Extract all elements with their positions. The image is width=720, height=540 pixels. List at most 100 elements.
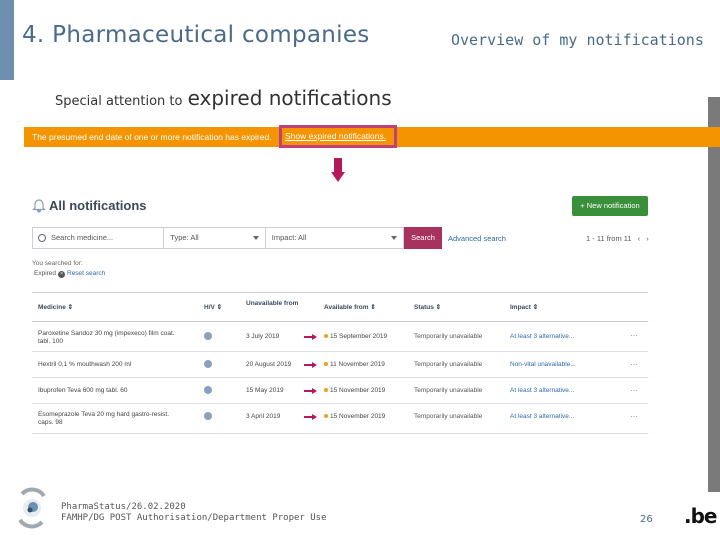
arrow-right-icon	[304, 414, 318, 420]
medicine-pack: tabl. 100	[38, 338, 63, 345]
table-header: Medicine ⇕ H/V ⇕ Unavailable from Availa…	[32, 292, 648, 322]
attention-small-text: Special attention to	[55, 94, 183, 109]
more-options-icon[interactable]: ···	[630, 331, 638, 340]
page-number: 26	[640, 514, 653, 525]
status-dot-icon	[324, 334, 328, 339]
info-icon[interactable]	[204, 360, 212, 368]
medicine-cell: Esomeprazole Teva 20 mg hard gastro-resi…	[38, 411, 169, 427]
pager-prev-button[interactable]: ‹	[637, 234, 641, 243]
available-from-date: 15 November 2019	[330, 387, 386, 394]
medicine-cell: Ibuprofen Teva 600 mg tabl. 60	[38, 387, 128, 395]
type-select[interactable]: Type: All	[164, 228, 266, 248]
table-row[interactable]: Ibuprofen Teva 600 mg tabl. 60 15 May 20…	[32, 378, 648, 404]
available-from-cell: 11 November 2019	[324, 361, 385, 369]
filter-chip-expired[interactable]: Expired ×	[34, 270, 66, 278]
more-options-icon[interactable]: ···	[630, 386, 638, 395]
slide-title: 4. Pharmaceutical companies	[22, 22, 370, 48]
column-header-available-from[interactable]: Available from ⇕	[324, 304, 376, 311]
status-cell: Temporarily unavailable	[414, 361, 483, 368]
left-accent-bar	[0, 0, 14, 80]
notifications-table: Medicine ⇕ H/V ⇕ Unavailable from Availa…	[32, 292, 648, 434]
impact-select-label: Impact: All	[271, 233, 307, 242]
new-notification-button[interactable]: + New notification	[572, 196, 648, 216]
medicine-name: Paroxetine Sandoz 30 mg (impexeco) film …	[38, 330, 175, 337]
search-bar: Search medicine... Type: All Impact: All	[32, 227, 404, 249]
medicine-search-placeholder: Search medicine...	[51, 233, 114, 242]
notifications-app: All notifications + New notification Sea…	[30, 190, 650, 450]
info-icon[interactable]	[204, 412, 212, 420]
down-arrow-icon	[331, 158, 345, 184]
status-dot-icon	[324, 362, 328, 367]
table-row[interactable]: Esomeprazole Teva 20 mg hard gastro-resi…	[32, 404, 648, 434]
search-button[interactable]: Search	[404, 227, 442, 249]
footer-line-2: FAMHP/DG POST Authorisation/Department P…	[61, 513, 327, 523]
status-cell: Temporarily unavailable	[414, 387, 483, 394]
column-header-medicine[interactable]: Medicine ⇕	[38, 304, 74, 311]
unavailable-from-cell: 20 August 2019	[246, 361, 292, 368]
available-from-date: 15 November 2019	[330, 413, 386, 420]
impact-cell[interactable]: At least 3 alternative...	[510, 333, 575, 340]
famhp-logo-icon	[18, 487, 46, 529]
medicine-name: Hextril 0,1 % mouthwash 200 ml	[38, 361, 132, 368]
arrow-right-icon	[304, 362, 318, 368]
more-options-icon[interactable]: ···	[630, 360, 638, 369]
more-options-icon[interactable]: ···	[630, 412, 638, 421]
impact-select[interactable]: Impact: All	[266, 228, 403, 248]
chevron-down-icon	[390, 236, 397, 240]
app-title: All notifications	[49, 198, 147, 213]
impact-cell[interactable]: At least 3 alternative...	[510, 413, 575, 420]
info-icon[interactable]	[204, 332, 212, 340]
status-dot-icon	[324, 414, 328, 419]
column-header-status[interactable]: Status ⇕	[414, 304, 442, 311]
pager-next-button[interactable]: ›	[646, 234, 649, 243]
expired-warning-banner: The presumed end date of one or more not…	[24, 127, 720, 147]
available-from-cell: 15 September 2019	[324, 333, 387, 341]
unavailable-from-cell: 3 July 2019	[246, 333, 280, 340]
available-from-cell: 15 November 2019	[324, 387, 385, 395]
advanced-search-link[interactable]: Advanced search	[448, 234, 506, 243]
footer-text: PharmaStatus/26.02.2020 FAMHP/DG POST Au…	[61, 502, 327, 524]
reset-search-link[interactable]: Reset search	[67, 270, 106, 277]
info-icon[interactable]	[204, 386, 212, 394]
medicine-cell: Paroxetine Sandoz 30 mg (impexeco) film …	[38, 330, 175, 346]
chevron-down-icon	[252, 236, 259, 240]
pager: 1 - 11 from 11 ‹ ›	[582, 234, 649, 243]
slide-subtitle: Overview of my notifications	[451, 31, 704, 49]
close-icon[interactable]: ×	[58, 271, 66, 278]
bell-icon	[32, 199, 46, 213]
table-body: Paroxetine Sandoz 30 mg (impexeco) film …	[32, 322, 648, 434]
arrow-right-icon	[304, 334, 318, 340]
table-row[interactable]: Hextril 0,1 % mouthwash 200 ml 20 August…	[32, 352, 648, 378]
type-select-label: Type: All	[170, 233, 199, 242]
status-cell: Temporarily unavailable	[414, 413, 483, 420]
medicine-cell: Hextril 0,1 % mouthwash 200 ml	[38, 361, 131, 369]
pager-range: 1 - 11 from 11	[586, 234, 632, 243]
medicine-name: Ibuprofen Teva 600 mg tabl. 60	[38, 387, 128, 394]
status-cell: Temporarily unavailable	[414, 333, 483, 340]
table-row[interactable]: Paroxetine Sandoz 30 mg (impexeco) film …	[32, 322, 648, 352]
be-logo: .be	[684, 504, 717, 528]
status-dot-icon	[324, 388, 328, 393]
column-header-impact[interactable]: Impact ⇕	[510, 304, 539, 311]
search-icon	[38, 234, 46, 242]
impact-cell[interactable]: Non-vital unavailable...	[510, 361, 576, 368]
medicine-search-input[interactable]: Search medicine...	[33, 228, 165, 248]
banner-text: The presumed end date of one or more not…	[32, 132, 272, 142]
filter-chip-label: Expired	[34, 270, 57, 277]
right-accent-bar	[708, 97, 720, 492]
unavailable-from-cell: 15 May 2019	[246, 387, 284, 394]
show-expired-link[interactable]: Show expired notifications.	[279, 125, 397, 148]
available-from-cell: 15 November 2019	[324, 413, 385, 421]
attention-heading: Special attention to expired notificatio…	[55, 86, 392, 110]
medicine-pack: caps. 98	[38, 419, 63, 426]
arrow-right-icon	[304, 388, 318, 394]
available-from-date: 15 September 2019	[330, 333, 388, 340]
attention-big-text: expired notifications	[187, 86, 392, 110]
searched-for-label: You searched for:	[32, 260, 83, 267]
available-from-date: 11 November 2019	[330, 361, 385, 368]
column-header-hv[interactable]: H/V ⇕	[204, 304, 223, 311]
footer-line-1: PharmaStatus/26.02.2020	[61, 502, 186, 512]
impact-cell[interactable]: At least 3 alternative...	[510, 387, 575, 394]
unavailable-from-cell: 3 April 2019	[246, 413, 281, 420]
column-header-unavailable-from[interactable]: Unavailable from	[246, 300, 299, 307]
